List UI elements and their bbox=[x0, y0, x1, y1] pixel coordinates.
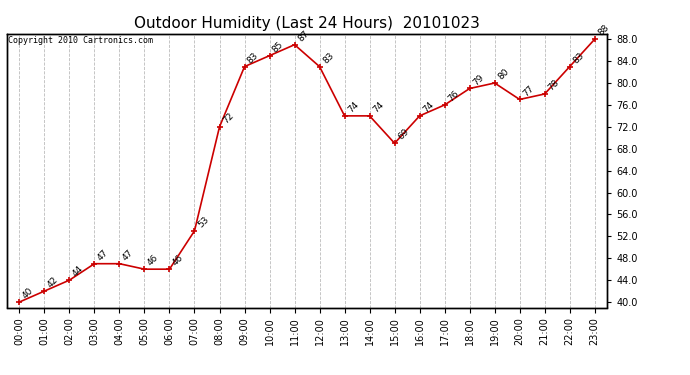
Text: 47: 47 bbox=[96, 248, 110, 262]
Text: 74: 74 bbox=[371, 100, 386, 114]
Text: 46: 46 bbox=[171, 254, 186, 268]
Text: 53: 53 bbox=[196, 215, 210, 229]
Text: 47: 47 bbox=[121, 248, 135, 262]
Text: 80: 80 bbox=[496, 67, 511, 82]
Text: 85: 85 bbox=[271, 40, 286, 54]
Text: 69: 69 bbox=[396, 128, 411, 142]
Text: 74: 74 bbox=[346, 100, 360, 114]
Text: 79: 79 bbox=[471, 73, 486, 87]
Text: 74: 74 bbox=[421, 100, 435, 114]
Text: Copyright 2010 Cartronics.com: Copyright 2010 Cartronics.com bbox=[8, 36, 153, 45]
Text: 78: 78 bbox=[546, 78, 560, 93]
Text: 88: 88 bbox=[596, 23, 611, 38]
Text: 77: 77 bbox=[521, 84, 535, 98]
Text: 83: 83 bbox=[321, 51, 335, 65]
Text: 83: 83 bbox=[571, 51, 586, 65]
Text: 83: 83 bbox=[246, 51, 260, 65]
Title: Outdoor Humidity (Last 24 Hours)  20101023: Outdoor Humidity (Last 24 Hours) 2010102… bbox=[134, 16, 480, 31]
Text: 76: 76 bbox=[446, 89, 460, 104]
Text: 87: 87 bbox=[296, 29, 310, 43]
Text: 42: 42 bbox=[46, 275, 60, 290]
Text: 46: 46 bbox=[146, 254, 160, 268]
Text: 72: 72 bbox=[221, 111, 235, 125]
Text: 40: 40 bbox=[21, 286, 35, 301]
Text: 44: 44 bbox=[71, 264, 85, 279]
